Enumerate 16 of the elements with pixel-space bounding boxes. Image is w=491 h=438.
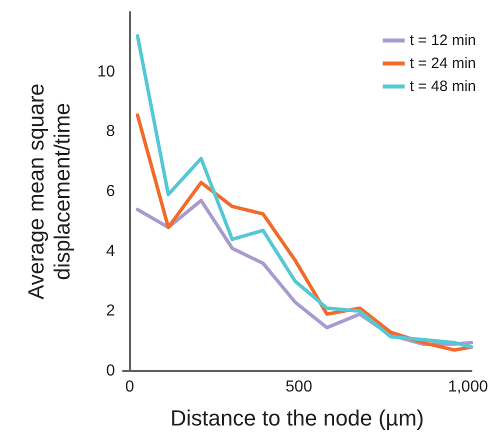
y-tick-label: 0 (106, 362, 116, 380)
y-tick-label: 4 (106, 242, 116, 260)
x-tick-label: 1,000 (448, 378, 488, 396)
y-tick-label: 8 (106, 123, 116, 140)
line-series (136, 113, 474, 352)
legend-label: t = 48 min (410, 78, 476, 95)
y-tick-label: 2 (106, 302, 116, 320)
y-axis-title: Average mean square displacement/time (24, 83, 74, 300)
line-series (136, 34, 474, 349)
x-axis-title: Distance to the node (µm) (170, 406, 424, 430)
y-tick-label: 6 (106, 183, 116, 200)
legend-label: t = 24 min (410, 55, 476, 72)
y-tick-label: 10 (97, 63, 116, 80)
legend-label: t = 12 min (410, 32, 476, 49)
x-tick-label: 0 (125, 378, 134, 396)
x-tick-label: 500 (286, 378, 312, 396)
